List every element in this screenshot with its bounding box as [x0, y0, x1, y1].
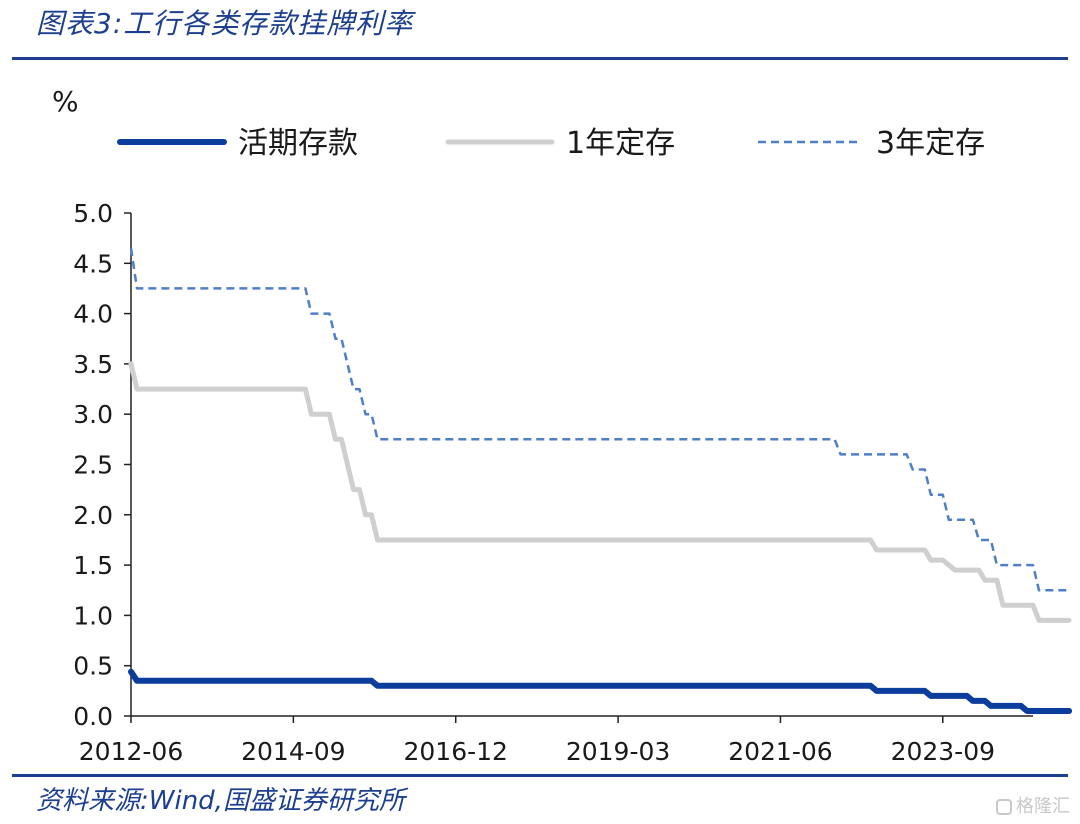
bottom-divider: [12, 774, 1068, 777]
figure-title: 图表3:工行各类存款挂牌利率: [36, 7, 414, 40]
series-line-2: [128, 361, 1072, 623]
top-divider: [12, 57, 1068, 60]
y-tick-label: 4.0: [73, 300, 113, 329]
series-line-3: [129, 248, 1070, 592]
y-tick-label: 2.5: [73, 451, 113, 480]
y-tick-label: 1.5: [73, 551, 113, 580]
y-tick-label: 2.0: [73, 501, 113, 530]
x-tick-label: 2021-06: [728, 737, 832, 766]
legend: 活期存款 1年定存 3年定存: [117, 126, 985, 161]
x-tick-label: 2023-09: [891, 737, 995, 766]
y-tick-label: 1.0: [73, 601, 113, 630]
y-tick-label: 0.5: [73, 652, 113, 681]
legend-label-1: 活期存款: [238, 126, 358, 161]
y-tick-label: 5.0: [73, 199, 113, 228]
y-tick-label: 4.5: [73, 249, 113, 278]
x-tick-label: 2016-12: [403, 737, 507, 766]
source-note: 资料来源:Wind,国盛证券研究所: [36, 786, 405, 816]
watermark-logo-icon: [996, 799, 1012, 815]
series-line-1: [128, 668, 1073, 714]
x-tick-label: 2014-09: [241, 737, 345, 766]
axes: 0.0 0.5 1.0 1.5 2.0 2.5 3.0 3.5 4.0 4.5 5.0 2012-06…: [73, 199, 1033, 766]
y-tick-label: 3.5: [73, 350, 113, 379]
watermark-text: 格隆汇: [1016, 796, 1070, 817]
y-tick-label: 0.0: [73, 702, 113, 731]
x-tick-label: 2012-06: [79, 737, 183, 766]
legend-label-2: 1年定存: [566, 126, 675, 161]
series-layer: [128, 248, 1073, 714]
y-tick-label: 3.0: [73, 400, 113, 429]
y-axis-label: %: [52, 85, 79, 118]
legend-label-3: 3年定存: [876, 126, 985, 161]
x-tick-label: 2019-03: [566, 737, 670, 766]
watermark: 格隆汇: [996, 792, 1070, 818]
